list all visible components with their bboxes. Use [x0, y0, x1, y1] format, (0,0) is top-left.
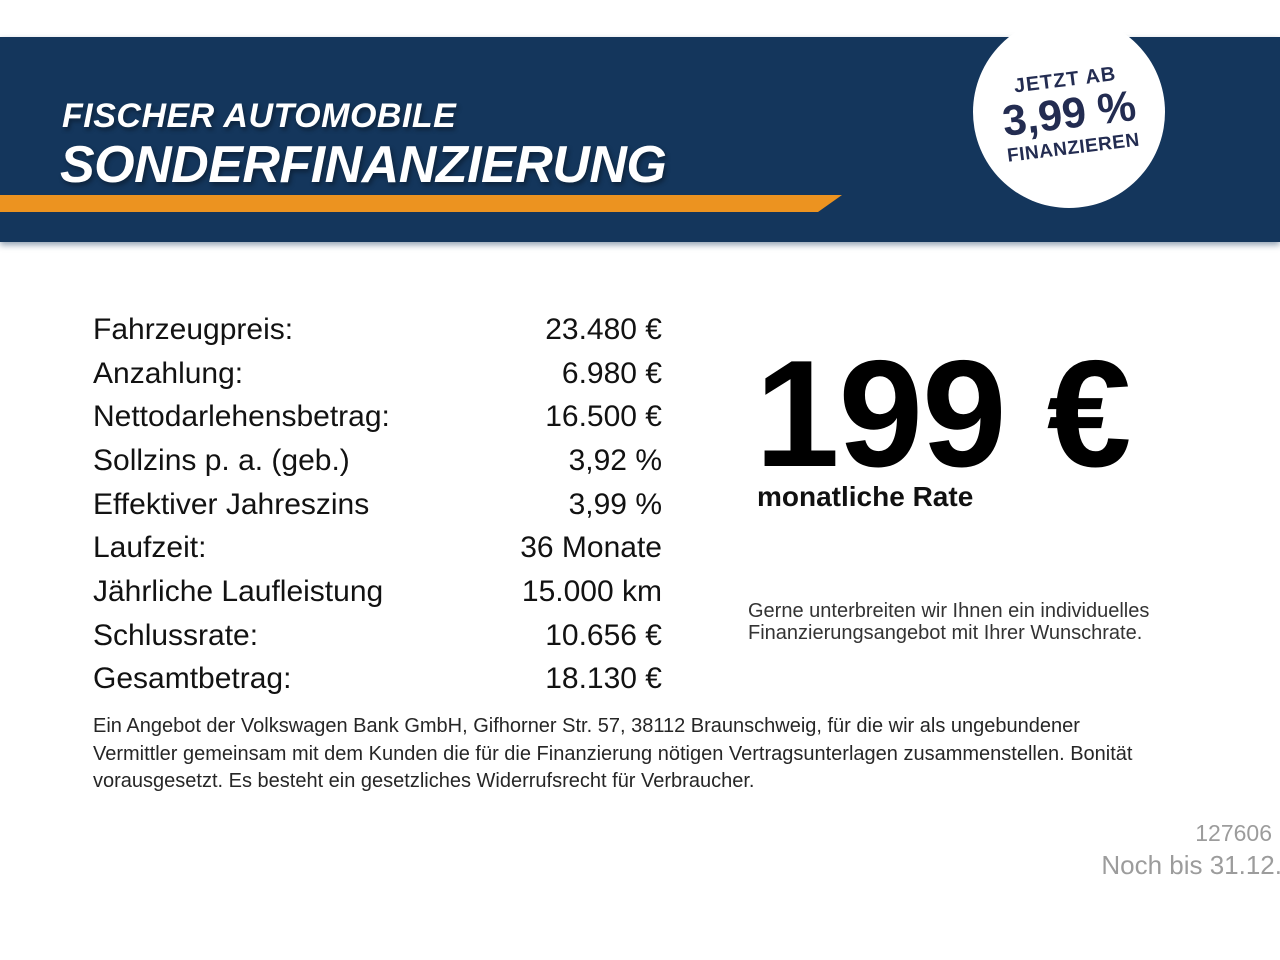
table-row: Sollzins p. a. (geb.) 3,92 % — [93, 439, 662, 483]
row-value: 36 Monate — [520, 531, 662, 565]
row-value: 3,92 % — [568, 443, 662, 477]
rate-badge-content: JETZT AB 3,99 % FINANZIEREN — [997, 63, 1141, 168]
row-value: 6.980 € — [561, 356, 662, 390]
disclaimer-text: Ein Angebot der Volkswagen Bank GmbH, Gi… — [93, 715, 1133, 792]
offer-id: 127606 — [1195, 820, 1272, 846]
table-row: Gesamtbetrag: 18.130 € — [93, 658, 662, 702]
row-value: 3,99 % — [568, 487, 662, 521]
row-label: Sollzins p. a. (geb.) — [93, 443, 350, 477]
monthly-rate-caption: monatliche Rate — [757, 481, 974, 512]
table-row: Nettodarlehensbetrag: 16.500 € — [93, 395, 662, 439]
table-row: Schlussrate: 10.656 € — [93, 614, 662, 658]
promo-title: SONDERFINANZIERUNG — [60, 136, 667, 194]
accent-stripe — [0, 195, 842, 212]
row-label: Effektiver Jahreszins — [93, 487, 370, 521]
table-row: Jährliche Laufleistung 15.000 km — [93, 570, 662, 614]
dealer-name: FISCHER AUTOMOBILE — [62, 97, 457, 135]
row-label: Fahrzeugpreis: — [93, 312, 294, 346]
row-value: 23.480 € — [545, 312, 662, 346]
table-row: Fahrzeugpreis: 23.480 € — [93, 308, 662, 352]
row-value: 15.000 km — [521, 574, 662, 608]
row-value: 16.500 € — [545, 400, 662, 434]
rate-badge: JETZT AB 3,99 % FINANZIEREN — [973, 16, 1165, 208]
row-label: Schlussrate: — [93, 618, 259, 652]
table-row: Laufzeit: 36 Monate — [93, 526, 662, 570]
table-row: Anzahlung: 6.980 € — [93, 352, 662, 396]
offer-deadline: Noch bis 31.12. — [1101, 850, 1280, 880]
row-label: Laufzeit: — [93, 531, 207, 565]
row-label: Anzahlung: — [93, 356, 244, 390]
row-label: Gesamtbetrag: — [93, 662, 292, 696]
row-label: Jährliche Laufleistung — [93, 574, 384, 608]
monthly-rate-amount: 199 € — [755, 329, 1131, 499]
row-value: 10.656 € — [545, 618, 662, 652]
row-value: 18.130 € — [545, 662, 662, 696]
row-label: Nettodarlehensbetrag: — [93, 400, 390, 434]
table-row: Effektiver Jahreszins 3,99 % — [93, 483, 662, 527]
finance-table: Fahrzeugpreis: 23.480 € Anzahlung: 6.980… — [93, 308, 662, 701]
rate-note: Gerne unterbreiten wir Ihnen ein individ… — [748, 600, 1150, 644]
